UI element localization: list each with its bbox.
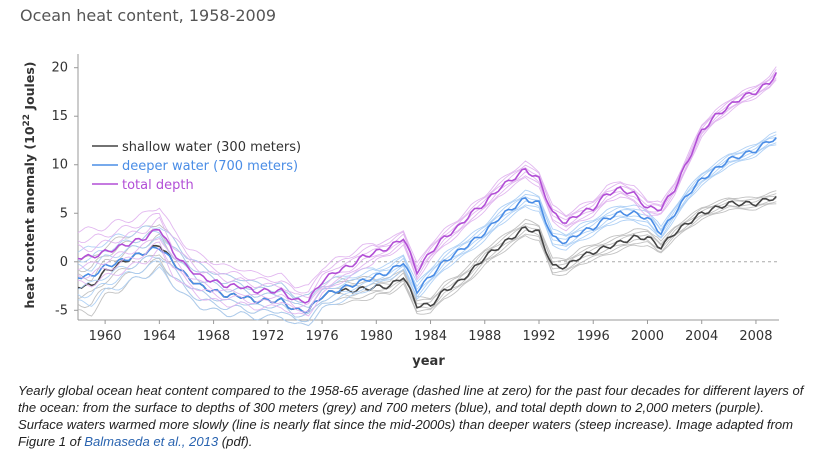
- legend-label-0: shallow water (300 meters): [122, 140, 301, 155]
- y-tick-label-5: 5: [60, 206, 68, 221]
- x-tick-label-1964: 1964: [143, 329, 176, 344]
- caption-text: Yearly global ocean heat content compare…: [18, 383, 804, 449]
- caption-link-balmaseda[interactable]: Balmaseda et al., 2013: [84, 434, 219, 449]
- series-1-band-line-1: [77, 142, 777, 323]
- y-tick-label-0: 0: [60, 255, 68, 270]
- x-tick-label-1960: 1960: [89, 329, 122, 344]
- series-1-band-line-5: [77, 134, 777, 304]
- y-tick-label--5: -5: [55, 303, 68, 318]
- series-2-band-line-5: [77, 69, 777, 294]
- y-tick-label-10: 10: [51, 158, 68, 173]
- legend-label-2: total depth: [122, 178, 194, 193]
- x-tick-label-1988: 1988: [468, 329, 501, 344]
- x-tick-label-2004: 2004: [685, 329, 718, 344]
- figure-caption: Yearly global ocean heat content compare…: [18, 382, 808, 450]
- chart-title: Ocean heat content, 1958-2009: [20, 6, 277, 25]
- x-tick-label-1984: 1984: [414, 329, 447, 344]
- x-tick-label-1972: 1972: [251, 329, 284, 344]
- series-2-band-line-1: [77, 77, 777, 313]
- series-1-band-line-6: [77, 131, 777, 299]
- x-tick-label-1968: 1968: [197, 329, 230, 344]
- legend-label-1: deeper water (700 meters): [122, 159, 298, 174]
- y-tick-label-20: 20: [51, 61, 68, 76]
- x-tick-label-1996: 1996: [577, 329, 610, 344]
- x-axis-label: year: [412, 354, 445, 369]
- series-1-band-line-0: [77, 144, 777, 327]
- y-tick-label-15: 15: [51, 109, 68, 124]
- x-tick-label-1992: 1992: [522, 329, 555, 344]
- caption-text-end: (pdf).: [218, 434, 253, 449]
- series-2-band-line-0: [77, 79, 777, 317]
- series-2-line: [77, 72, 778, 304]
- x-tick-label-1980: 1980: [360, 329, 393, 344]
- x-tick-label-1976: 1976: [306, 329, 339, 344]
- series-0-band-line-5: [77, 193, 777, 304]
- x-tick-label-2000: 2000: [631, 329, 664, 344]
- x-tick-label-2008: 2008: [739, 329, 772, 344]
- series-1-line: [77, 137, 777, 314]
- series-2-band-line-6: [77, 66, 777, 289]
- ocean-heat-chart: -5 0 5 10 15 20 1960 1964 1968 1972 1976 1980 1984 19…: [22, 54, 779, 369]
- y-axis-label: heat content anomaly (1022 Joules): [22, 62, 37, 309]
